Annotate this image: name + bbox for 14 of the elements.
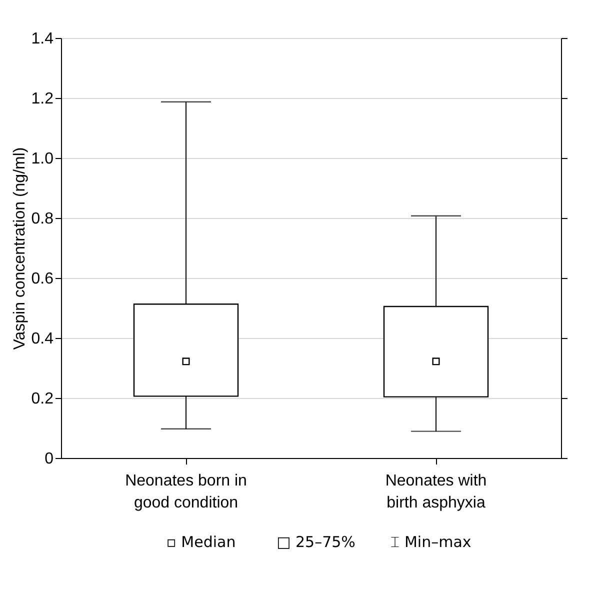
text: ⌶ Min–max xyxy=(390,533,472,551)
y-tick-label: 1.2 xyxy=(31,90,54,108)
x-tick-label: Neonates born in good condition xyxy=(125,472,247,512)
y-tick-label: 0.6 xyxy=(31,270,54,288)
y-tick-label: 1.0 xyxy=(31,150,54,168)
y-tick-label: 0.2 xyxy=(31,390,54,408)
text: ▫ Median xyxy=(166,533,236,551)
y-tick-label: 1.4 xyxy=(31,30,54,48)
y-tick-label: 0 xyxy=(44,450,54,468)
y-axis-title: Vaspin concentration (ng/ml) xyxy=(11,147,28,350)
text: □ 25–75% xyxy=(276,533,356,551)
y-tick-label: 0.8 xyxy=(31,210,54,228)
x-tick-label: Neonates with birth asphyxia xyxy=(385,472,487,512)
y-tick-label: 0.4 xyxy=(31,330,54,348)
